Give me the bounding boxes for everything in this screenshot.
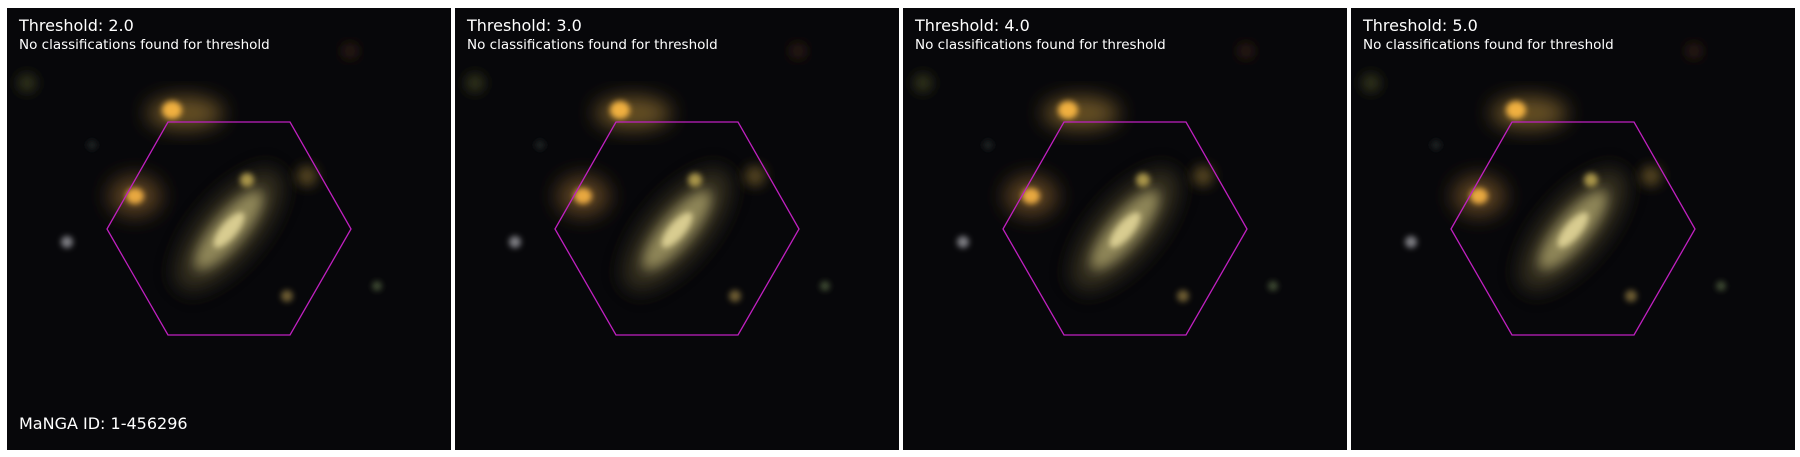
panel-status-message: No classifications found for threshold xyxy=(1363,37,1614,53)
top-companion xyxy=(147,97,223,129)
central-galaxy xyxy=(175,169,283,291)
panel-threshold-title: Threshold: 3.0 xyxy=(467,16,582,35)
left-companion xyxy=(1453,176,1505,216)
left-companion xyxy=(1005,176,1057,216)
ifu-hexagon xyxy=(554,121,800,336)
galaxy-panel: Threshold: 4.0 No classifications found f… xyxy=(903,8,1347,450)
panel-threshold-title: Threshold: 2.0 xyxy=(19,16,134,35)
ifu-hexagon xyxy=(1450,121,1696,336)
galaxy-panel: Threshold: 3.0 No classifications found f… xyxy=(455,8,899,450)
top-companion xyxy=(1491,97,1567,129)
central-galaxy xyxy=(1071,169,1179,291)
panel-threshold-title: Threshold: 4.0 xyxy=(915,16,1030,35)
top-companion xyxy=(595,97,671,129)
panel-status-message: No classifications found for threshold xyxy=(915,37,1166,53)
ifu-hexagon xyxy=(1002,121,1248,336)
galaxy-panel: Threshold: 5.0 No classifications found f… xyxy=(1351,8,1795,450)
central-galaxy xyxy=(1519,169,1627,291)
panel-status-message: No classifications found for threshold xyxy=(19,37,270,53)
panel-status-message: No classifications found for threshold xyxy=(467,37,718,53)
top-companion xyxy=(1043,97,1119,129)
manga-id-label: MaNGA ID: 1-456296 xyxy=(19,414,188,433)
ifu-hexagon xyxy=(106,121,352,336)
galaxy-panel: Threshold: 2.0 No classifications found f… xyxy=(7,8,451,450)
panel-threshold-title: Threshold: 5.0 xyxy=(1363,16,1478,35)
left-companion xyxy=(109,176,161,216)
central-galaxy xyxy=(623,169,731,291)
left-companion xyxy=(557,176,609,216)
